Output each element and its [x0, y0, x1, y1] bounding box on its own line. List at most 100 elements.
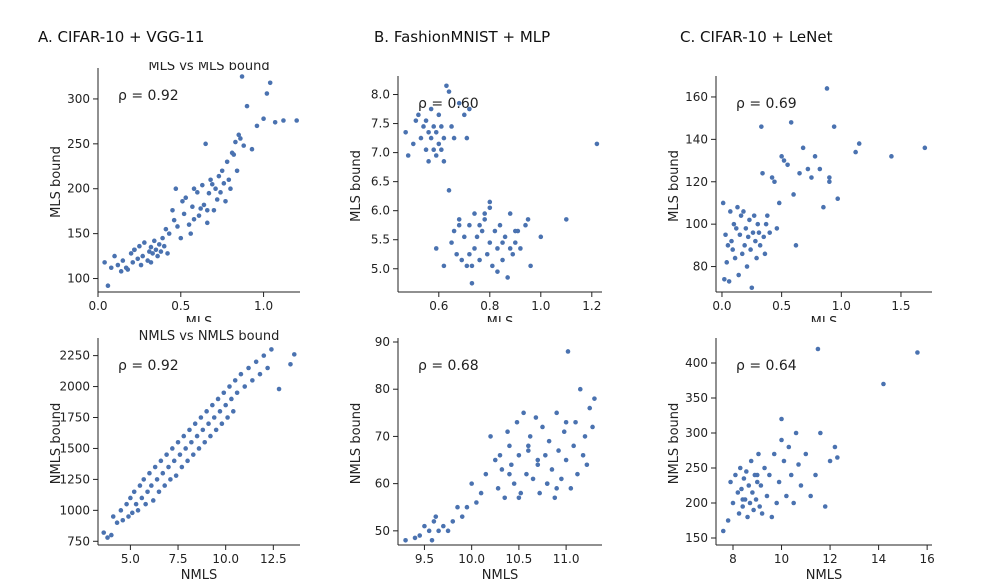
data-point [227, 384, 232, 389]
data-point [791, 192, 796, 197]
data-point [793, 430, 799, 436]
data-point [561, 429, 567, 434]
data-point [257, 371, 263, 377]
data-point [753, 497, 759, 502]
data-point [441, 523, 446, 529]
data-point [413, 118, 419, 123]
data-point [147, 470, 152, 476]
data-point [194, 433, 200, 439]
y-tick-label: 1000 [59, 503, 90, 517]
data-point [242, 384, 248, 389]
data-point [291, 352, 297, 357]
y-axis-label: MLS bound [349, 150, 364, 222]
data-point [484, 251, 490, 257]
data-point [781, 458, 787, 464]
chart-title: NMLS vs NMLS bound [139, 329, 280, 344]
data-point [769, 514, 775, 520]
y-tick-label: 200 [67, 182, 90, 196]
data-point [154, 477, 160, 482]
data-point [181, 433, 187, 439]
data-point [108, 265, 114, 271]
data-point [265, 365, 270, 371]
data-point [246, 365, 251, 371]
data-point [748, 247, 753, 252]
data-point [130, 510, 135, 516]
data-point [745, 514, 750, 520]
data-point [254, 123, 260, 129]
data-point [767, 472, 772, 478]
data-point [737, 465, 743, 471]
data-point [232, 378, 238, 383]
data-point [533, 415, 539, 420]
data-point [779, 416, 784, 422]
scatter-panel-a-top: 0.0 0.5 1.0 100 150 200 250 300 MLS MLS bound MLS … [49, 62, 300, 322]
data-point [523, 222, 528, 228]
data-point [459, 514, 465, 519]
data-point [815, 346, 821, 352]
data-point [813, 472, 818, 478]
data-point [477, 257, 482, 263]
data-point [238, 136, 243, 141]
data-point [495, 269, 500, 274]
y-tick-label: 100 [67, 272, 90, 286]
data-point [158, 249, 164, 254]
y-tick-label: 2250 [59, 349, 90, 363]
data-point [462, 112, 467, 118]
data-point [779, 437, 784, 443]
data-point [105, 283, 111, 289]
data-point [125, 267, 131, 272]
y-axis-label: NMLS bound [49, 403, 64, 485]
data-point [204, 409, 209, 414]
data-point [500, 257, 505, 263]
data-point [543, 453, 548, 458]
data-point [510, 251, 516, 257]
x-tick-label: 12.5 [260, 552, 287, 566]
data-point [800, 145, 806, 151]
data-point [244, 103, 250, 109]
data-point [763, 221, 769, 227]
data-point [803, 451, 809, 457]
data-point [213, 427, 219, 433]
y-tick-label: 150 [67, 227, 90, 241]
data-point [148, 260, 154, 265]
y-tick-label: 7.0 [371, 146, 390, 160]
data-point [527, 434, 533, 439]
data-point [788, 472, 794, 478]
data-point [421, 124, 426, 129]
data-point [218, 190, 223, 195]
data-point [759, 124, 764, 129]
data-point [162, 483, 167, 488]
data-point [143, 501, 148, 507]
x-tick-label: 12 [822, 552, 837, 566]
column-title-c: C. CIFAR-10 + LeNet [680, 28, 833, 46]
data-point [549, 467, 555, 472]
data-point [208, 433, 213, 439]
data-point [535, 462, 541, 468]
y-tick-label: 1750 [59, 411, 90, 425]
data-point [724, 260, 730, 265]
data-point [225, 415, 230, 420]
data-point [824, 86, 830, 91]
data-point [178, 235, 184, 241]
data-point [817, 166, 823, 172]
x-tick-label: 1.0 [832, 299, 851, 313]
data-point [723, 232, 728, 238]
data-point [736, 272, 741, 278]
data-point [239, 74, 245, 79]
data-point [171, 458, 177, 464]
x-tick-label: 10.0 [212, 552, 239, 566]
data-point [564, 217, 569, 222]
data-point [261, 116, 266, 121]
x-axis-label: MLS [186, 315, 213, 322]
data-point [741, 209, 746, 214]
data-point [469, 263, 475, 269]
data-point [288, 361, 293, 367]
data-point [756, 451, 761, 457]
data-point [490, 263, 495, 269]
data-point [416, 112, 421, 118]
data-point [580, 453, 586, 458]
data-point [139, 495, 145, 501]
data-point [249, 146, 255, 152]
x-tick-label: 0.6 [429, 299, 448, 313]
data-point [456, 222, 462, 228]
